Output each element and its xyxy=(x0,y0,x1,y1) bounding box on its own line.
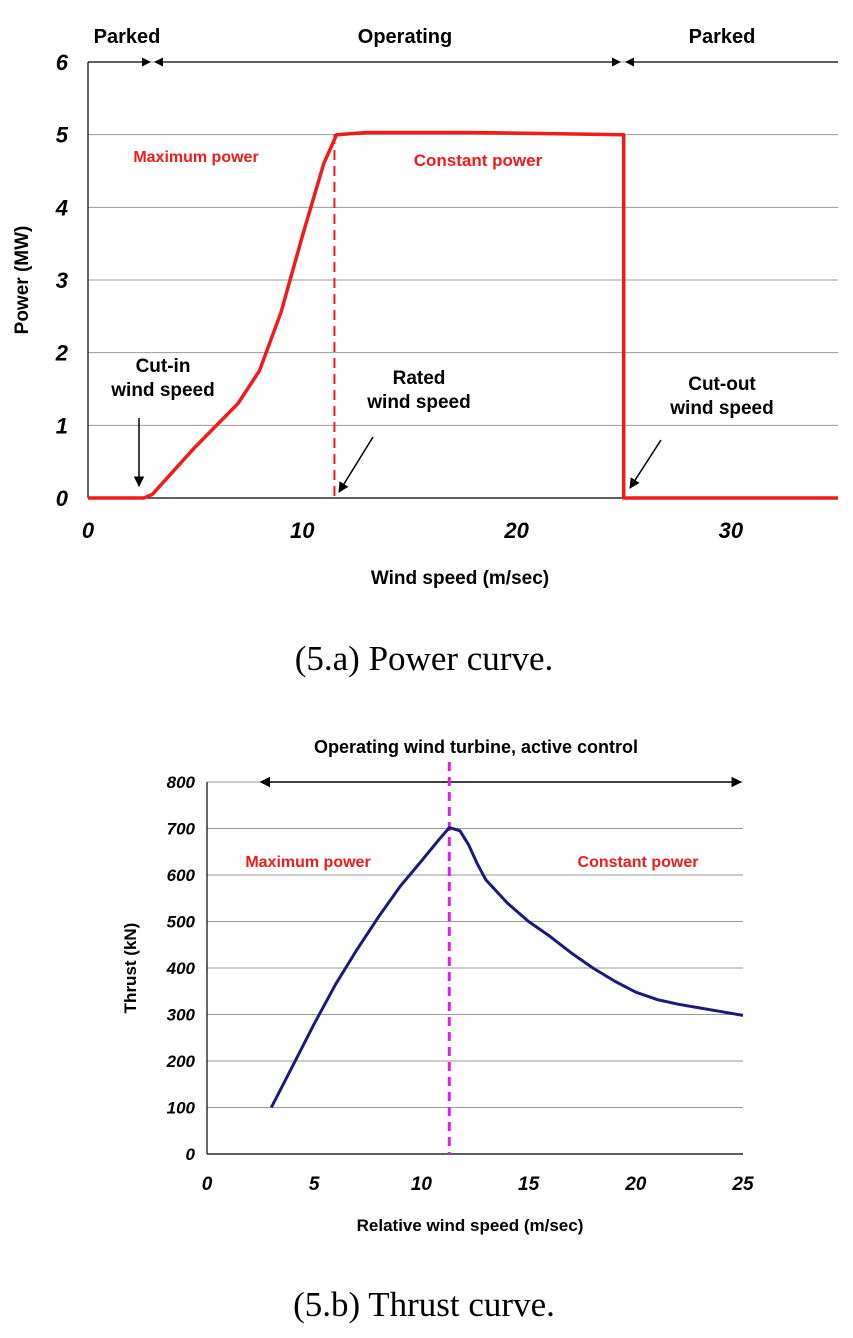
power-y-axis-label: Power (MW) xyxy=(12,226,33,335)
y-tick-label: 100 xyxy=(167,1099,196,1118)
x-tick-label: 10 xyxy=(411,1174,433,1195)
power-x-ticks: 0 10 20 30 xyxy=(82,518,744,543)
y-tick-label: 4 xyxy=(55,195,68,220)
annotation-cut-in-line-1: Cut-in xyxy=(136,356,191,377)
annotation-maximum-power: Maximum power xyxy=(133,149,258,166)
annotation-rated-line-1: Rated xyxy=(393,368,446,389)
y-tick-label: 700 xyxy=(167,820,196,839)
power-caption: (5.a) Power curve. xyxy=(295,639,554,678)
y-tick-label: 300 xyxy=(167,1006,196,1025)
y-tick-label: 500 xyxy=(167,913,196,932)
power-series-line xyxy=(88,130,838,500)
x-tick-label: 30 xyxy=(719,518,744,543)
y-tick-label: 6 xyxy=(56,50,69,75)
region-label-parked-left: Parked xyxy=(94,26,161,48)
x-tick-label: 15 xyxy=(518,1174,540,1195)
region-label-parked-right: Parked xyxy=(689,26,756,48)
thrust-y-axis-label: Thrust (kN) xyxy=(121,923,140,1014)
y-tick-label: 600 xyxy=(167,866,196,885)
y-tick-label: 400 xyxy=(166,959,196,978)
annotation-cut-in-line-2: wind speed xyxy=(110,380,214,401)
thrust-title: Operating wind turbine, active control xyxy=(314,737,638,757)
annotation-cut-out-line-2: wind speed xyxy=(669,398,773,419)
x-tick-label: 0 xyxy=(82,518,95,543)
x-tick-label: 20 xyxy=(624,1174,647,1195)
x-tick-label: 25 xyxy=(731,1174,754,1195)
thrust-annotation-constant-power: Constant power xyxy=(578,854,699,871)
thrust-x-ticks: 0 5 10 15 20 25 xyxy=(202,1174,754,1195)
x-tick-label: 0 xyxy=(202,1174,213,1195)
thrust-gridlines xyxy=(207,781,743,1108)
annotation-cut-out-line-1: Cut-out xyxy=(688,374,756,395)
thrust-series-line xyxy=(269,826,744,1109)
y-tick-label: 0 xyxy=(186,1145,196,1164)
rated-arrow xyxy=(338,436,374,493)
x-tick-label: 10 xyxy=(290,518,315,543)
y-tick-label: 1 xyxy=(56,413,68,438)
thrust-caption: (5.b) Thrust curve. xyxy=(293,1285,555,1324)
power-gridlines xyxy=(88,61,838,426)
y-tick-label: 3 xyxy=(56,268,68,293)
power-x-axis-label: Wind speed (m/sec) xyxy=(371,568,549,589)
cut-out-arrow xyxy=(629,439,662,489)
thrust-x-axis-label: Relative wind speed (m/sec) xyxy=(357,1216,584,1235)
y-tick-label: 0 xyxy=(56,486,69,511)
annotation-constant-power: Constant power xyxy=(414,151,543,170)
annotation-rated-line-2: wind speed xyxy=(366,392,470,413)
thrust-chart: Operating wind turbine, active control 0… xyxy=(121,737,754,1324)
thrust-y-ticks: 0 100 200 300 400 500 600 700 800 xyxy=(166,773,196,1164)
y-tick-label: 800 xyxy=(167,773,196,792)
x-tick-label: 20 xyxy=(503,518,529,543)
y-tick-label: 5 xyxy=(56,123,69,148)
x-tick-label: 5 xyxy=(309,1174,320,1195)
region-label-operating: Operating xyxy=(358,26,452,48)
power-y-ticks: 0 1 2 3 4 5 6 xyxy=(55,50,69,511)
y-tick-label: 200 xyxy=(166,1052,196,1071)
thrust-annotation-maximum-power: Maximum power xyxy=(245,854,370,871)
y-tick-label: 2 xyxy=(55,341,69,366)
